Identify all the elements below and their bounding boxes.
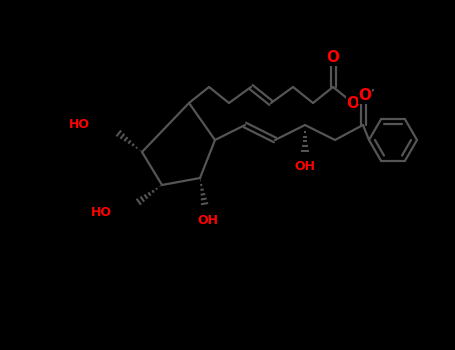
Text: O: O [327,50,339,65]
Text: OH: OH [197,214,218,226]
Text: O: O [347,97,359,112]
Text: HO: HO [69,118,90,131]
Text: OH: OH [294,161,315,174]
Text: O: O [359,89,371,104]
Text: HO: HO [91,206,112,219]
